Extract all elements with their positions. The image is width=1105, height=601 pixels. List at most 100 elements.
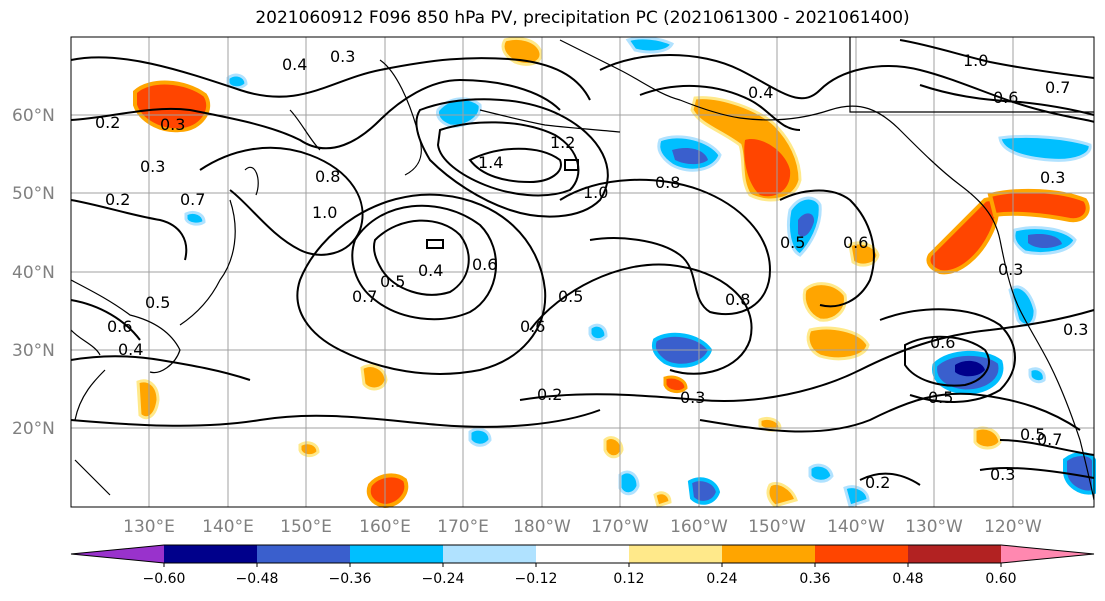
pv-contour bbox=[70, 409, 601, 428]
colorbar-segment bbox=[350, 545, 444, 563]
contour-label: 0.5 bbox=[558, 287, 583, 306]
pv-contour bbox=[639, 85, 801, 131]
pv-contour bbox=[564, 159, 579, 171]
colorbar-tick-label: 0.48 bbox=[892, 571, 923, 587]
pv-contour bbox=[519, 309, 1095, 402]
colorbar-tick-label: 0.24 bbox=[706, 571, 737, 587]
contour-label: 0.6 bbox=[107, 317, 132, 336]
colorbar-tick-label: −0.60 bbox=[143, 571, 186, 587]
lon-label: 170°W bbox=[591, 517, 649, 537]
contour-label: 0.7 bbox=[352, 287, 377, 306]
colorbar-tick-label: 0.36 bbox=[799, 571, 830, 587]
precip-negative-blob bbox=[436, 97, 482, 128]
precip-positive-blob bbox=[133, 80, 211, 133]
precip-positive-blob bbox=[366, 473, 409, 509]
pv-contour bbox=[296, 193, 547, 375]
contour-label: 0.3 bbox=[160, 115, 185, 134]
lon-label: 180°W bbox=[513, 517, 571, 537]
contour-labels: 0.2 0.4 0.3 0.3 0.4 1.0 0.7 0.6 0.7 0.3 … bbox=[95, 47, 1088, 492]
lat-label: 60°N bbox=[12, 106, 55, 126]
pv-contour bbox=[559, 178, 772, 316]
contour-label: 0.8 bbox=[655, 173, 680, 192]
colorbar-tick-label: 0.12 bbox=[613, 571, 644, 587]
contour-label: 1.0 bbox=[312, 203, 337, 222]
colorbar-segment bbox=[443, 545, 537, 563]
precip-positive-blob bbox=[298, 441, 320, 458]
lat-label: 40°N bbox=[12, 263, 55, 283]
pv-contour bbox=[436, 121, 580, 197]
map-title: 2021060912 F096 850 hPa PV, precipitatio… bbox=[255, 8, 910, 28]
colorbar-tick-label: −0.24 bbox=[422, 571, 465, 587]
pv-contour bbox=[879, 308, 1016, 403]
precip-negative-blob bbox=[226, 73, 248, 90]
pv-contour bbox=[529, 263, 753, 375]
lon-label: 150°E bbox=[280, 517, 332, 537]
contour-label: 0.7 bbox=[1037, 430, 1062, 449]
pv-contour bbox=[904, 335, 990, 387]
precip-positive-blob bbox=[663, 375, 688, 394]
precip-negative-blob bbox=[955, 360, 985, 377]
lat-label: 30°N bbox=[12, 341, 55, 361]
pv-contour bbox=[468, 147, 562, 184]
precip-negative-blob bbox=[618, 470, 640, 496]
precip-negative-blob bbox=[798, 213, 815, 237]
contour-label: 0.3 bbox=[330, 47, 355, 66]
colorbar-tick-label: −0.12 bbox=[515, 571, 558, 587]
precip-positive-blob bbox=[848, 241, 880, 267]
precip-negative-blob bbox=[687, 477, 721, 505]
contour-label: 0.8 bbox=[725, 290, 750, 309]
colorbar-segment bbox=[629, 545, 723, 563]
pv-contour bbox=[699, 392, 1081, 433]
colorbar-segment bbox=[722, 545, 816, 563]
colorbar-extend-max bbox=[1001, 545, 1094, 563]
contour-label: 0.5 bbox=[1020, 425, 1045, 444]
precip-positive-blob bbox=[653, 491, 672, 508]
contour-label: 1.2 bbox=[550, 133, 575, 152]
pv-contour bbox=[70, 56, 591, 101]
box-region bbox=[849, 37, 1094, 113]
precip-positive-blob bbox=[136, 379, 160, 420]
coastline-asia bbox=[70, 279, 181, 496]
lon-label: 140°W bbox=[827, 517, 885, 537]
colorbar-segment bbox=[815, 545, 909, 563]
colorbar-segment bbox=[164, 545, 258, 563]
precip-positive-blob bbox=[766, 482, 798, 508]
lon-label: 130°W bbox=[905, 517, 963, 537]
pv-contour bbox=[899, 39, 1095, 79]
precip-negative-blob bbox=[184, 210, 206, 226]
colorbar: −0.60 −0.48 −0.36 −0.24 −0.12 0.12 0.24 0.36 0.4… bbox=[70, 544, 1095, 587]
map-frame bbox=[70, 36, 1095, 508]
precip-shading bbox=[133, 36, 1096, 509]
pv-contour bbox=[70, 299, 141, 341]
coastline-aleutian bbox=[479, 109, 621, 133]
contour-label: 0.4 bbox=[282, 55, 307, 74]
lon-label: 170°E bbox=[437, 517, 489, 537]
lon-label: 130°E bbox=[123, 517, 175, 537]
colorbar-tick-label: −0.48 bbox=[236, 571, 279, 587]
longitude-labels: 130°E 140°E 150°E 160°E 170°E 180°W 170°… bbox=[123, 517, 1042, 537]
lat-label: 50°N bbox=[12, 184, 55, 204]
contour-label: 0.3 bbox=[680, 388, 705, 407]
contour-label: 0.3 bbox=[1063, 320, 1088, 339]
contour-label: 0.5 bbox=[145, 293, 170, 312]
lat-label: 20°N bbox=[12, 419, 55, 439]
pv-contour bbox=[351, 204, 497, 321]
contour-label: 0.4 bbox=[748, 83, 773, 102]
contour-label: 0.6 bbox=[930, 333, 955, 352]
pv-contour bbox=[779, 189, 875, 308]
pv-contour bbox=[599, 54, 1095, 123]
precip-positive-blob bbox=[806, 326, 870, 361]
colorbar-segment bbox=[908, 545, 1002, 563]
lon-label: 120°W bbox=[984, 517, 1042, 537]
colorbar-segment bbox=[257, 545, 351, 563]
coastline-na-west bbox=[999, 239, 1095, 501]
pv-contour bbox=[999, 439, 1095, 456]
contour-label: 0.3 bbox=[1040, 168, 1065, 187]
precip-positive-blob bbox=[802, 282, 847, 322]
precip-positive-blob bbox=[603, 436, 624, 459]
contour-label: 0.3 bbox=[998, 260, 1023, 279]
colorbar-segment bbox=[536, 545, 630, 563]
lon-label: 160°E bbox=[359, 517, 411, 537]
contour-label: 0.5 bbox=[780, 233, 805, 252]
contour-label: 0.6 bbox=[520, 317, 545, 336]
